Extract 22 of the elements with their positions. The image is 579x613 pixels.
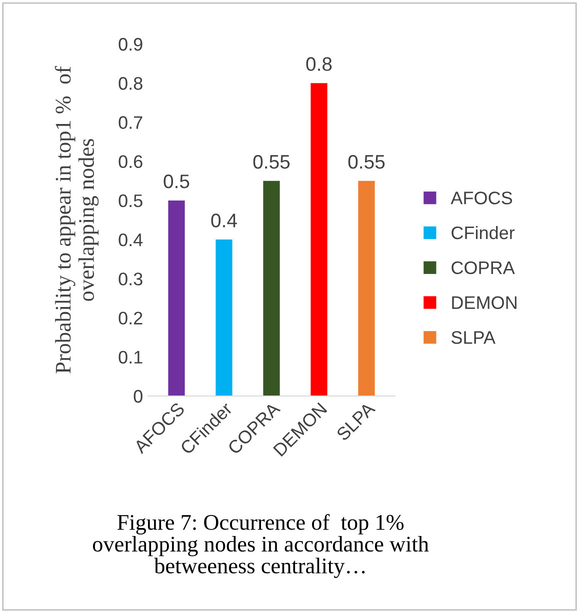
data-label: 0.5	[164, 174, 190, 188]
legend-label: COPRA	[452, 261, 515, 274]
data-label: 0.55	[348, 154, 385, 169]
legend-label: DEMON	[452, 296, 516, 310]
caption: Figure 7: Occurrence of top 1% overlapping nodes in accordance with betweeness centrality…	[92, 514, 429, 578]
data-label: 0.4	[211, 214, 237, 228]
y-tick-label: 0.9	[118, 38, 142, 51]
y-tick-label: 0.6	[118, 155, 142, 168]
data-label: 0.55	[253, 154, 290, 169]
y-tick-label: 0	[134, 390, 142, 403]
y-tick-label: 0.4	[118, 233, 143, 246]
y-tick-label: 0.8	[118, 77, 142, 90]
y-tick-label: 0.1	[118, 350, 142, 364]
legend-label: CFinder	[452, 226, 515, 240]
legend-label: SLPA	[452, 331, 496, 344]
data-label: 0.8	[306, 57, 332, 71]
y-tick-label: 0.5	[118, 194, 142, 208]
y-tick-label: 0.7	[118, 116, 142, 129]
y-tick-label: 0.3	[118, 272, 142, 286]
y-axis-title: Probability to appear in top1 % of overlapping nodes	[54, 66, 99, 374]
legend-label: AFOCS	[450, 192, 512, 204]
y-tick-label: 0.2	[118, 312, 142, 324]
